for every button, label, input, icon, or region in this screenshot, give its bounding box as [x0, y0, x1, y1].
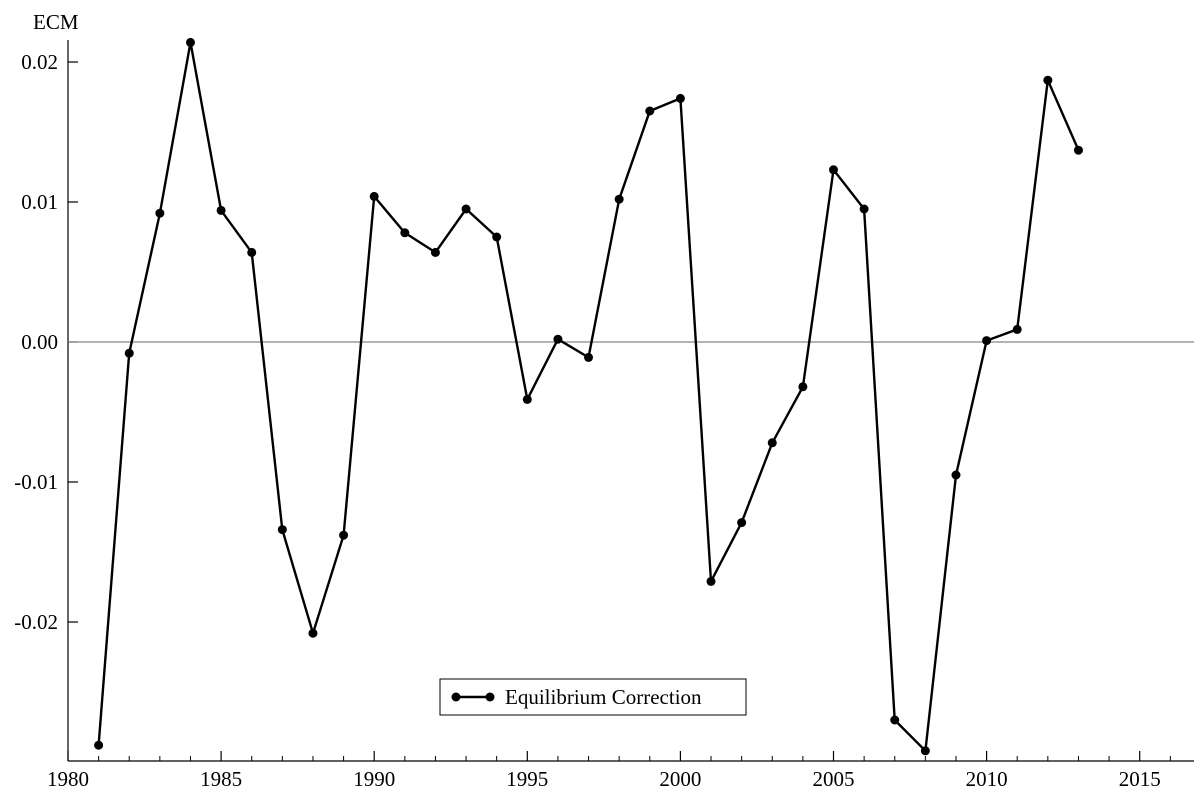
- y-tick-label: 0.01: [21, 190, 58, 214]
- data-point: [1073, 145, 1083, 155]
- y-tick-label: 0.02: [21, 50, 58, 74]
- data-point: [920, 746, 930, 756]
- data-point: [492, 232, 502, 242]
- data-point: [829, 165, 838, 175]
- data-point: [522, 394, 532, 404]
- y-axis-title: ECM: [33, 10, 79, 34]
- data-point: [614, 194, 624, 204]
- data-point: [124, 348, 134, 358]
- data-point: [277, 525, 287, 535]
- data-point: [859, 204, 869, 214]
- data-point: [675, 93, 685, 103]
- data-point: [737, 518, 747, 528]
- data-point: [185, 37, 195, 47]
- data-point: [369, 191, 379, 201]
- y-tick-label: -0.02: [14, 610, 58, 634]
- y-tick-label: -0.01: [14, 470, 58, 494]
- data-point: [430, 247, 440, 257]
- data-point: [798, 382, 808, 392]
- data-point: [94, 740, 104, 750]
- legend-marker-right: [485, 692, 495, 702]
- data-point: [890, 715, 900, 725]
- x-tick-label: 1990: [353, 767, 395, 791]
- data-point: [247, 247, 257, 257]
- x-tick-label: 2000: [659, 767, 701, 791]
- data-point: [1043, 75, 1053, 85]
- data-point: [461, 204, 471, 214]
- data-point: [1012, 324, 1022, 334]
- data-point: [951, 470, 961, 480]
- x-tick-label: 2005: [813, 767, 855, 791]
- x-tick-label: 2010: [966, 767, 1008, 791]
- x-tick-label: 2015: [1119, 767, 1161, 791]
- series-line-equilibrium-correction: [97, 41, 1080, 752]
- data-point: [400, 228, 410, 238]
- legend-marker-left: [451, 692, 461, 702]
- x-tick-label: 1980: [47, 767, 89, 791]
- data-point: [155, 208, 165, 218]
- data-point: [584, 352, 594, 362]
- data-point: [645, 106, 655, 116]
- legend-label: Equilibrium Correction: [505, 685, 702, 709]
- x-tick-label: 1995: [506, 767, 548, 791]
- data-point: [982, 336, 992, 346]
- legend: Equilibrium Correction: [439, 678, 747, 716]
- data-point: [308, 628, 318, 638]
- x-tick-label: 1985: [200, 767, 242, 791]
- y-ticks: 0.02 0.01 0.00 -0.01 -0.02: [14, 50, 78, 634]
- y-tick-label: 0.00: [21, 330, 58, 354]
- series-points: [94, 37, 1083, 756]
- data-point: [767, 438, 777, 448]
- data-point: [216, 205, 226, 215]
- data-point: [706, 576, 716, 586]
- data-point: [553, 334, 563, 344]
- x-ticks: 1980 1985 1990 1995 2000 2005 2010 2015: [47, 751, 1171, 791]
- data-point: [339, 530, 349, 540]
